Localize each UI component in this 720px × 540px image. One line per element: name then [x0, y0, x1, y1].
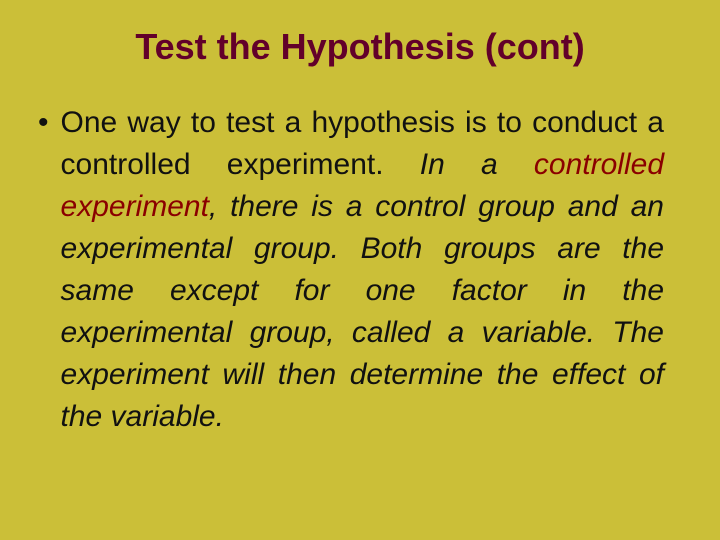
- body-seg-italic-pre: In a: [420, 148, 534, 181]
- body-seg-italic: , there is a control group and an experi…: [61, 190, 664, 433]
- bullet-marker: •: [38, 102, 49, 144]
- slide-body: One way to test a hypothesis is to condu…: [61, 102, 664, 438]
- bullet-item: • One way to test a hypothesis is to con…: [56, 102, 664, 438]
- slide-title: Test the Hypothesis (cont): [56, 26, 664, 68]
